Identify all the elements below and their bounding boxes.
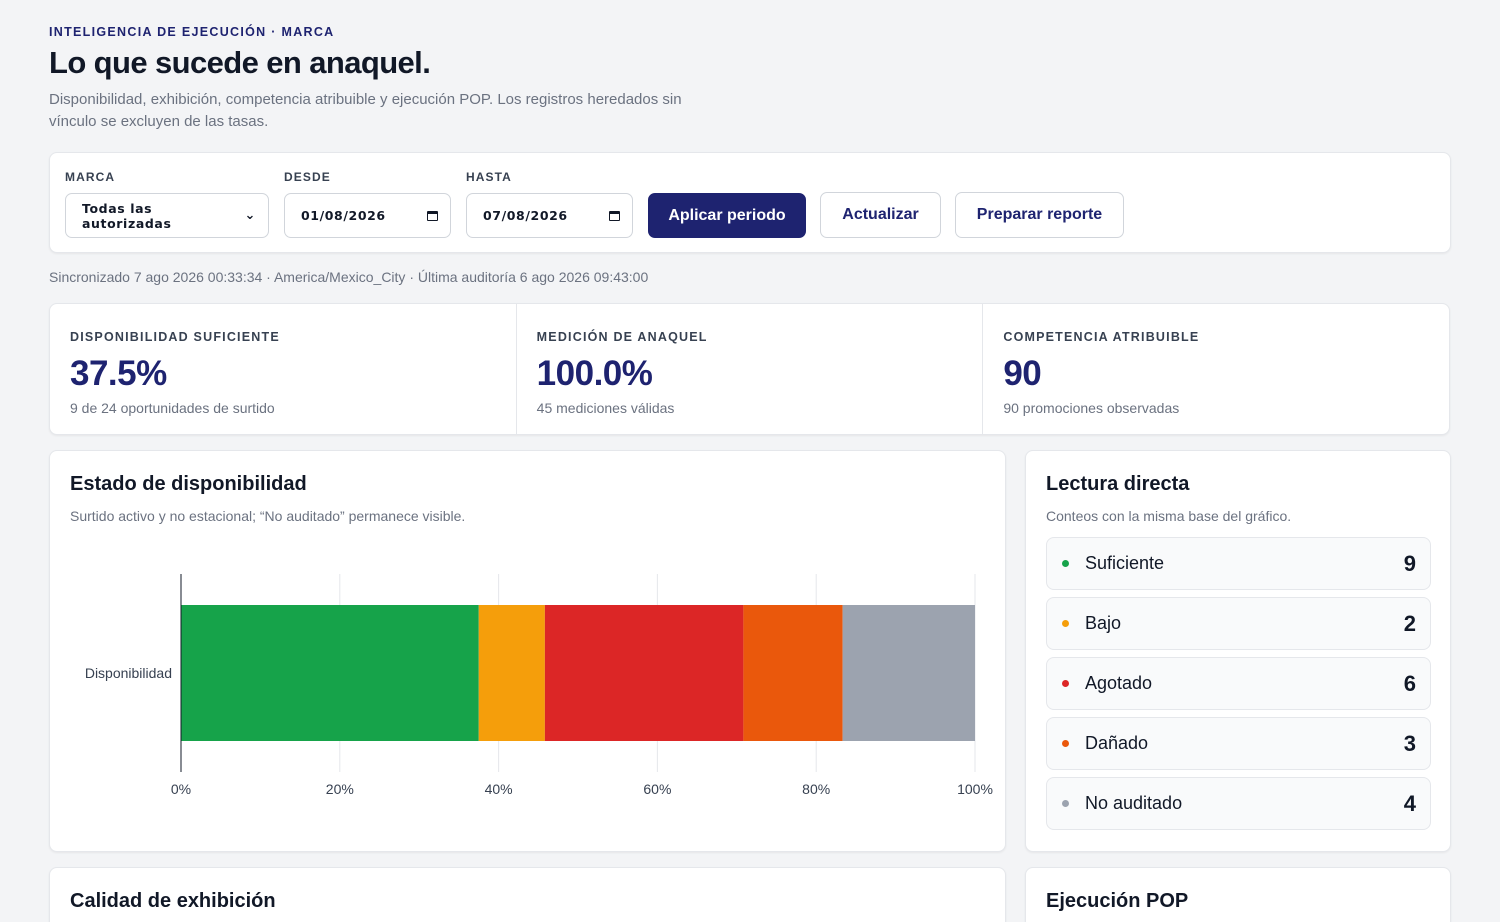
status-row-not-audited: No auditado 4: [1046, 777, 1431, 830]
chevron-down-icon: ⌄: [244, 208, 256, 223]
x-tick-label: 80%: [802, 781, 830, 797]
to-date-value: 07/08/2026: [483, 208, 568, 223]
kpi-label: MEDICIÓN DE ANAQUEL: [536, 330, 708, 344]
kpi-value: 100.0%: [536, 354, 653, 393]
bar-segment: [842, 605, 975, 741]
x-tick-label: 20%: [326, 781, 354, 797]
panel-subtitle: Surtido activo y no estacional; “No audi…: [70, 508, 466, 524]
kpi-label: DISPONIBILIDAD SUFICIENTE: [70, 330, 280, 344]
x-tick-label: 0%: [171, 781, 191, 797]
prepare-report-button[interactable]: Preparar reporte: [955, 192, 1124, 238]
from-date-input[interactable]: 01/08/2026: [284, 193, 451, 238]
brand-select[interactable]: Todas las autorizadas ⌄: [65, 193, 269, 238]
status-label: Suficiente: [1085, 553, 1165, 573]
kpi-note: 45 mediciones válidas: [536, 400, 675, 416]
refresh-button[interactable]: Actualizar: [820, 192, 941, 238]
status-count-list: Suficiente 9 Bajo 2 Agotado 6 Dañado 3 N…: [1046, 537, 1431, 837]
x-tick-label: 100%: [957, 781, 993, 797]
status-dot-icon: [1062, 680, 1069, 687]
bar-segment: [181, 605, 479, 741]
apply-period-button[interactable]: Aplicar periodo: [648, 193, 806, 238]
status-label: No auditado: [1085, 793, 1183, 813]
kpi-note: 90 promociones observadas: [1003, 400, 1180, 416]
status-label: Dañado: [1085, 733, 1149, 753]
status-label: Bajo: [1085, 613, 1122, 633]
from-label: DESDE: [284, 170, 331, 184]
sync-status: Sincronizado 7 ago 2026 00:33:34 · Ameri…: [49, 269, 649, 285]
page-title: Lo que sucede en anaquel.: [49, 45, 431, 80]
status-label: Agotado: [1085, 673, 1153, 693]
to-date-input[interactable]: 07/08/2026: [466, 193, 633, 238]
availability-chart: 0% 20% 40% 60% 80% 100% Disponibilidad: [85, 574, 993, 797]
kpi-strip: DISPONIBILIDAD SUFICIENTE 37.5% 9 de 24 …: [49, 303, 1450, 435]
bar-segment: [743, 605, 843, 741]
panel-title: Ejecución POP: [1046, 890, 1189, 912]
kpi-value: 90: [1003, 354, 1042, 393]
availability-panel: Estado de disponibilidad Surtido activo …: [49, 450, 1006, 852]
status-count: 6: [1403, 670, 1416, 696]
kpi-note: 9 de 24 oportunidades de surtido: [70, 400, 275, 416]
brand-select-value: Todas las autorizadas: [82, 200, 172, 231]
to-label: HASTA: [466, 170, 512, 184]
pop-execution-panel: Ejecución POP: [1025, 867, 1451, 922]
direct-reading-panel: Lectura directa Conteos con la misma bas…: [1025, 450, 1451, 852]
page-eyebrow: INTELIGENCIA DE EJECUCIÓN · MARCA: [49, 25, 335, 39]
page-subtitle: Disponibilidad, exhibición, competencia …: [49, 91, 682, 130]
bar-segment: [544, 605, 744, 741]
kpi-availability: DISPONIBILIDAD SUFICIENTE 37.5% 9 de 24 …: [50, 304, 517, 434]
calendar-icon[interactable]: [609, 210, 620, 221]
panel-title: Estado de disponibilidad: [70, 473, 307, 495]
status-row-low: Bajo 2: [1046, 597, 1431, 650]
status-count: 3: [1403, 730, 1416, 756]
calendar-icon[interactable]: [427, 210, 438, 221]
x-tick-label: 40%: [485, 781, 513, 797]
filter-bar: MARCA Todas las autorizadas ⌄ DESDE 01/0…: [49, 152, 1451, 253]
status-count: 9: [1403, 550, 1416, 576]
kpi-competition: COMPETENCIA ATRIBUIBLE 90 90 promociones…: [983, 304, 1449, 434]
category-label: Disponibilidad: [85, 665, 172, 681]
status-row-sufficient: Suficiente 9: [1046, 537, 1431, 590]
display-quality-panel: Calidad de exhibición: [49, 867, 1006, 922]
status-dot-icon: [1062, 740, 1069, 747]
status-dot-icon: [1062, 560, 1069, 567]
status-row-damaged: Dañado 3: [1046, 717, 1431, 770]
bar-segment: [478, 605, 545, 741]
status-count: 2: [1403, 610, 1416, 636]
status-count: 4: [1403, 790, 1416, 816]
kpi-value: 37.5%: [70, 354, 167, 393]
panel-title: Calidad de exhibición: [70, 890, 276, 912]
panel-title: Lectura directa: [1046, 473, 1190, 495]
status-row-out-of-stock: Agotado 6: [1046, 657, 1431, 710]
kpi-shelf-measurement: MEDICIÓN DE ANAQUEL 100.0% 45 mediciones…: [517, 304, 984, 434]
brand-label: MARCA: [65, 170, 116, 184]
status-dot-icon: [1062, 800, 1069, 807]
kpi-label: COMPETENCIA ATRIBUIBLE: [1003, 330, 1200, 344]
from-date-value: 01/08/2026: [301, 208, 386, 223]
panel-subtitle: Conteos con la misma base del gráfico.: [1046, 508, 1292, 524]
status-dot-icon: [1062, 620, 1069, 627]
x-tick-label: 60%: [643, 781, 671, 797]
